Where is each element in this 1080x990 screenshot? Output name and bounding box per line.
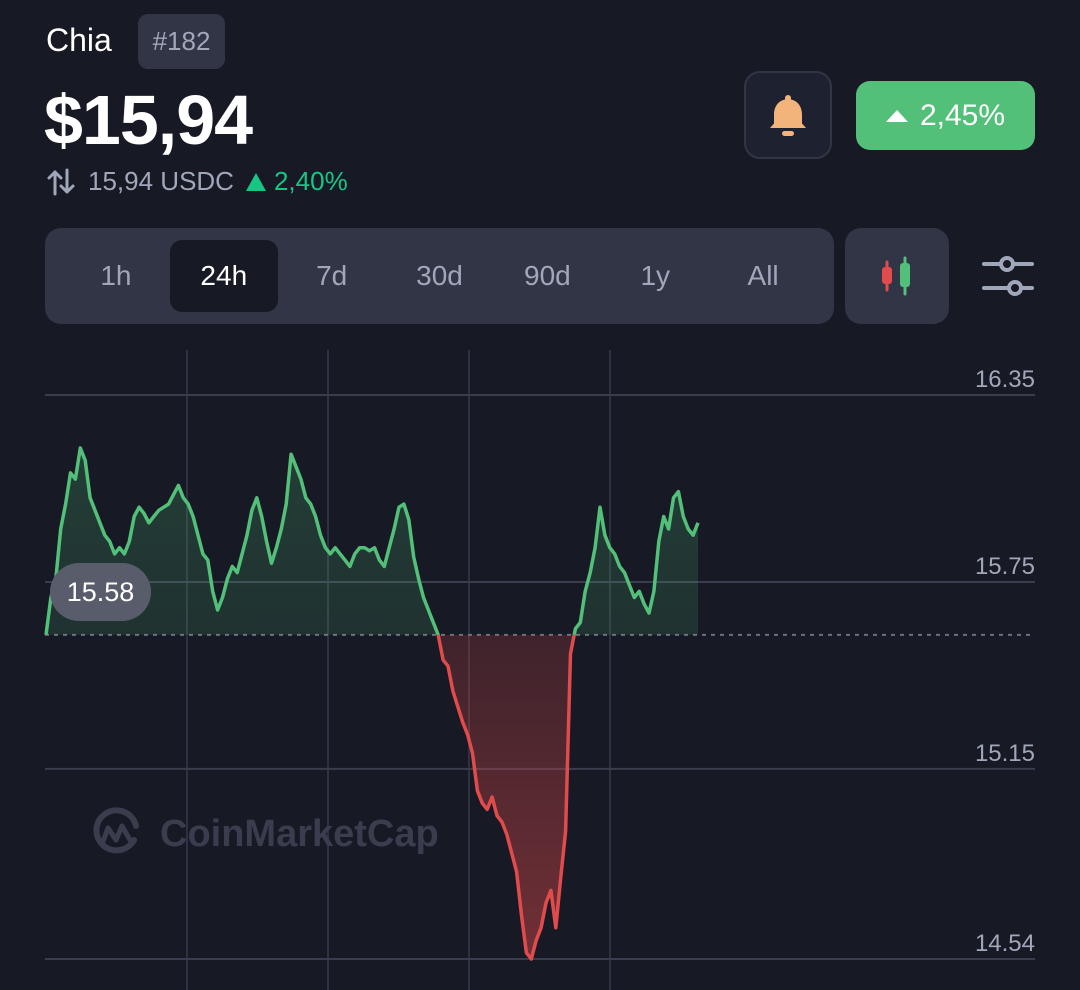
price-series [44,446,700,961]
tab-90d[interactable]: 90d [524,260,571,291]
sliders-icon[interactable] [980,252,1036,300]
rank-badge: #182 [138,14,225,69]
watermark-text: CoinMarketCap [160,812,439,855]
quote-change-value: 2,40% [273,166,348,196]
time-range-tabs: 1h 24h 7d 30d 90d 1y All [45,228,834,324]
tab-all[interactable]: All [747,260,779,291]
quote-price: 15,94 USDC [88,166,234,196]
price-line-up [44,446,700,635]
price: $15,94 [44,81,253,159]
tab-7d[interactable]: 7d [316,260,348,291]
price-alert-button[interactable] [744,71,832,159]
y-tick-label: 15.15 [975,740,1035,767]
y-tick-label: 15.75 [975,553,1035,580]
coinmarketcap-logo-icon [93,807,139,854]
candlestick-toggle-button[interactable] [845,228,949,324]
y-tick-label: 16.35 [975,366,1035,393]
coin-name: Chia [46,22,112,58]
bell-icon [770,95,806,136]
caret-up-icon [885,109,908,122]
quote-change: 2,40% [245,166,348,197]
y-tick-label: 14.54 [975,930,1035,957]
area-below-baseline [46,634,698,959]
tab-1y[interactable]: 1y [640,260,671,291]
quote-row: 15,94 USDC 2,40% [46,166,348,197]
price-chart[interactable]: 16.35 15.75 15.15 14.54 [0,340,1080,990]
tab-30d[interactable]: 30d [416,260,463,291]
change-24h-value: 2,45% [919,98,1006,132]
watermark: CoinMarketCap [88,806,439,862]
up-triangle-icon [245,172,266,191]
swap-arrows-icon[interactable] [46,167,76,197]
tab-24h[interactable]: 24h [169,240,278,312]
tab-1h[interactable]: 1h [100,260,132,291]
candlestick-icon [882,256,910,296]
change-24h-badge: 2,45% [856,81,1035,150]
baseline-price-badge: 15.58 [50,563,151,621]
y-axis-labels: 16.35 15.75 15.15 14.54 [975,366,1035,957]
area-above-baseline [46,448,698,635]
